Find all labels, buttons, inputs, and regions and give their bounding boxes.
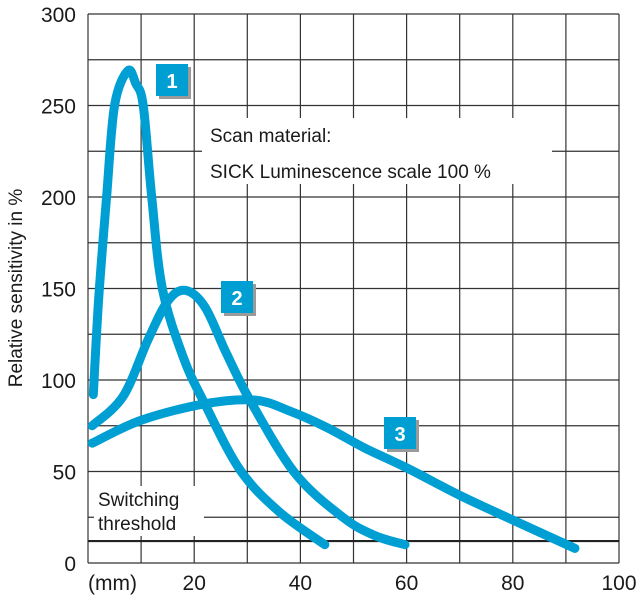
curve-2 [87,285,410,550]
badge-label: 2 [231,288,242,310]
grid [87,13,620,564]
y-tick-labels: 0 50 100 150 200 250 300 [41,4,76,576]
badge-3 [384,417,416,449]
badge-label: 3 [394,424,405,446]
annotation-line-1: Scan material: [210,126,331,147]
annotation-background [202,118,552,184]
curve-3 [87,395,580,553]
x-tick-label: 40 [289,572,312,595]
badges: 1 2 3 [156,64,419,452]
threshold-label-background [94,486,204,536]
y-tick-label: 150 [41,279,76,302]
y-tick-label: 0 [64,553,76,576]
y-tick-label: 100 [41,370,76,393]
y-axis-label: Relative sensitivity in % [6,189,27,388]
annotation-line-2: SICK Luminescence scale 100 % [210,162,491,183]
badge-1 [156,64,188,96]
x-tick-label: 100 [601,572,636,595]
y-tick-label: 200 [41,187,76,210]
x-tick-label: 20 [183,572,206,595]
badge-2 [221,281,253,313]
x-tick-label: 60 [395,572,418,595]
x-axis-unit: (mm) [88,572,137,595]
x-tick-labels: 20 40 60 80 100 [183,572,637,595]
y-tick-label: 50 [53,462,76,485]
x-tick-label: 80 [501,572,524,595]
y-tick-label: 250 [41,96,76,119]
threshold-label-line-2: threshold [98,514,176,535]
curves [87,65,580,553]
y-tick-label: 300 [41,4,76,27]
badge-label: 1 [166,71,177,93]
threshold-label-line-1: Switching [98,490,179,511]
curve-1 [88,65,330,550]
